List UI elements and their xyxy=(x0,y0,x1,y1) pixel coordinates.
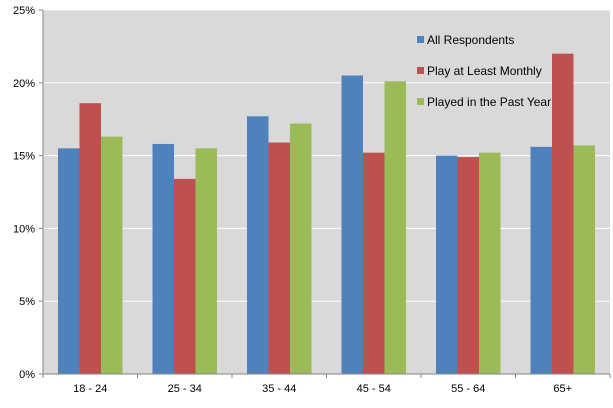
x-tick-label: 55 - 64 xyxy=(451,383,485,395)
legend-label: Play at Least Monthly xyxy=(427,64,542,78)
bar xyxy=(195,148,217,374)
bar xyxy=(479,152,501,374)
x-tick-label: 45 - 54 xyxy=(357,383,391,395)
gridlines xyxy=(43,9,610,302)
y-tick-label: 20% xyxy=(13,78,35,90)
x-tick-label: 25 - 34 xyxy=(168,383,202,395)
bars xyxy=(58,53,595,375)
y-axis-ticks: 0% 5% 10% 15% 20% 25% xyxy=(13,5,43,381)
x-axis-ticks: 18 - 24 25 - 34 35 - 44 45 - 54 55 - 64 65+ xyxy=(42,374,611,395)
legend: All Respondents Play at Least Monthly Play… xyxy=(417,33,551,109)
legend-label: All Respondents xyxy=(427,33,514,47)
y-tick-label: 10% xyxy=(13,223,35,235)
bar xyxy=(101,136,123,374)
bar xyxy=(384,81,406,375)
bar xyxy=(268,142,290,374)
y-tick-label: 0% xyxy=(19,369,35,381)
x-tick-label: 18 - 24 xyxy=(73,383,107,395)
legend-swatch xyxy=(417,36,424,43)
bar xyxy=(573,145,595,374)
bar xyxy=(530,146,552,374)
bar xyxy=(363,152,385,374)
bar xyxy=(457,157,479,374)
bar xyxy=(152,143,174,374)
bar xyxy=(341,75,363,375)
bar xyxy=(290,123,312,375)
plot-area xyxy=(43,10,610,374)
bar xyxy=(58,148,80,374)
x-tick-label: 65+ xyxy=(553,383,572,395)
legend-swatch xyxy=(417,67,424,74)
legend-swatch xyxy=(417,98,424,105)
y-tick-label: 5% xyxy=(19,296,35,308)
legend-label: Played in the Past Year xyxy=(427,95,551,109)
bar xyxy=(247,116,269,375)
bar xyxy=(174,178,196,374)
y-tick-label: 15% xyxy=(13,151,35,163)
bar xyxy=(552,53,574,375)
bar xyxy=(79,103,101,375)
y-tick-label: 25% xyxy=(13,5,35,17)
bar xyxy=(436,155,458,374)
x-tick-label: 35 - 44 xyxy=(262,383,296,395)
